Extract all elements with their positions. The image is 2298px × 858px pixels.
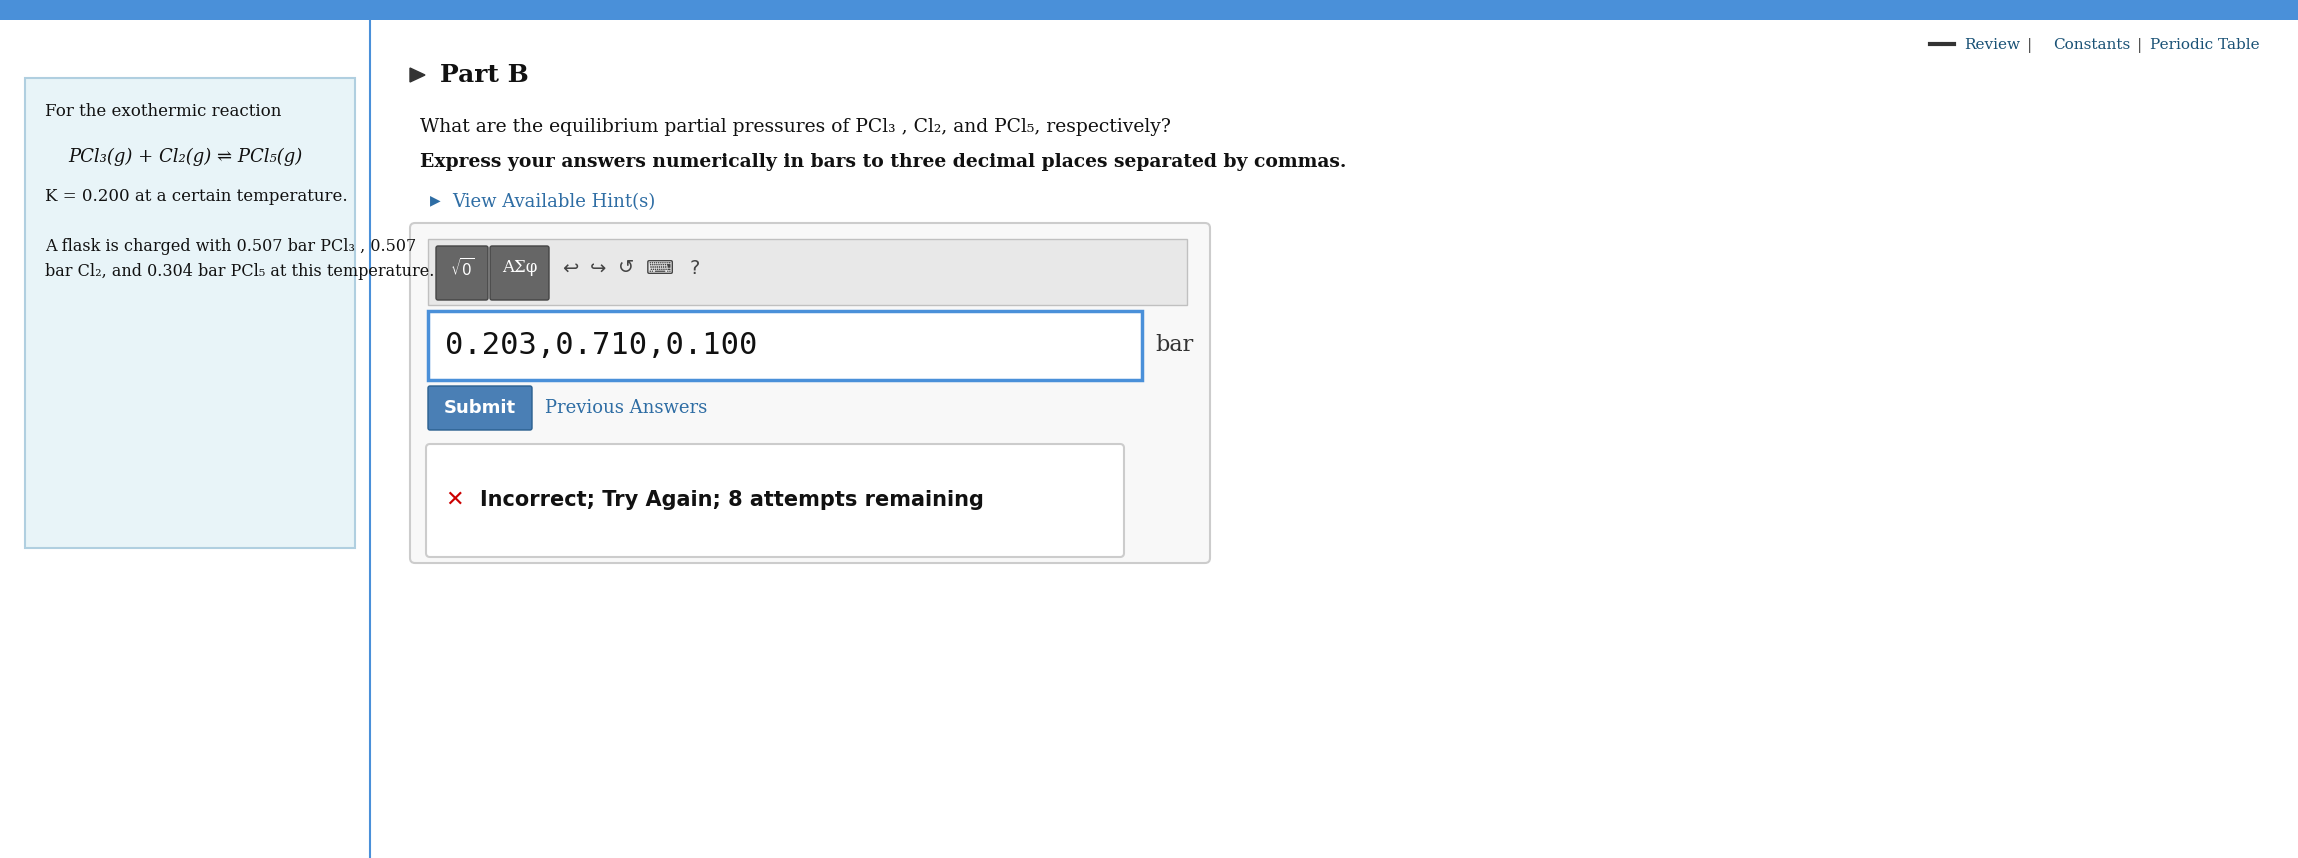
Text: |: | [2027, 38, 2034, 53]
Text: Submit: Submit [444, 399, 517, 417]
Text: Express your answers numerically in bars to three decimal places separated by co: Express your answers numerically in bars… [421, 153, 1347, 171]
FancyBboxPatch shape [409, 223, 1211, 563]
Text: ↪: ↪ [591, 258, 607, 277]
Text: |: | [2137, 38, 2142, 53]
Text: Previous Answers: Previous Answers [545, 399, 708, 417]
Text: ✕: ✕ [446, 490, 464, 510]
FancyBboxPatch shape [25, 78, 354, 548]
Text: ↺: ↺ [618, 258, 634, 277]
Text: For the exothermic reaction: For the exothermic reaction [46, 103, 280, 120]
Text: bar: bar [1156, 334, 1193, 356]
FancyBboxPatch shape [427, 239, 1188, 305]
Polygon shape [409, 68, 425, 82]
FancyBboxPatch shape [427, 311, 1142, 380]
FancyBboxPatch shape [427, 386, 533, 430]
FancyBboxPatch shape [0, 0, 2298, 20]
Text: K = 0.200 at a certain temperature.: K = 0.200 at a certain temperature. [46, 188, 347, 205]
Text: $\sqrt{0}$: $\sqrt{0}$ [450, 257, 473, 279]
Text: Part B: Part B [439, 63, 529, 87]
Text: ΑΣφ: ΑΣφ [503, 259, 538, 276]
Text: A flask is charged with 0.507 bar PCl₃ , 0.507: A flask is charged with 0.507 bar PCl₃ ,… [46, 238, 416, 255]
FancyBboxPatch shape [437, 246, 487, 300]
Text: Incorrect; Try Again; 8 attempts remaining: Incorrect; Try Again; 8 attempts remaini… [480, 490, 984, 510]
Text: View Available Hint(s): View Available Hint(s) [453, 193, 655, 211]
Text: ?: ? [689, 258, 701, 277]
Text: Constants: Constants [2052, 38, 2130, 52]
Text: Review: Review [1965, 38, 2020, 52]
FancyBboxPatch shape [425, 444, 1124, 557]
Text: 0.203,0.710,0.100: 0.203,0.710,0.100 [446, 330, 758, 360]
Text: ↩: ↩ [561, 258, 579, 277]
Text: bar Cl₂, and 0.304 bar PCl₅ at this temperature.: bar Cl₂, and 0.304 bar PCl₅ at this temp… [46, 263, 434, 280]
FancyBboxPatch shape [489, 246, 549, 300]
Text: ▶: ▶ [430, 193, 441, 207]
Text: PCl₃(g) + Cl₂(g) ⇌ PCl₅(g): PCl₃(g) + Cl₂(g) ⇌ PCl₅(g) [69, 148, 301, 166]
Text: What are the equilibrium partial pressures of PCl₃ , Cl₂, and PCl₅, respectively: What are the equilibrium partial pressur… [421, 118, 1172, 136]
Text: ⌨: ⌨ [646, 258, 673, 277]
Text: Periodic Table: Periodic Table [2151, 38, 2259, 52]
